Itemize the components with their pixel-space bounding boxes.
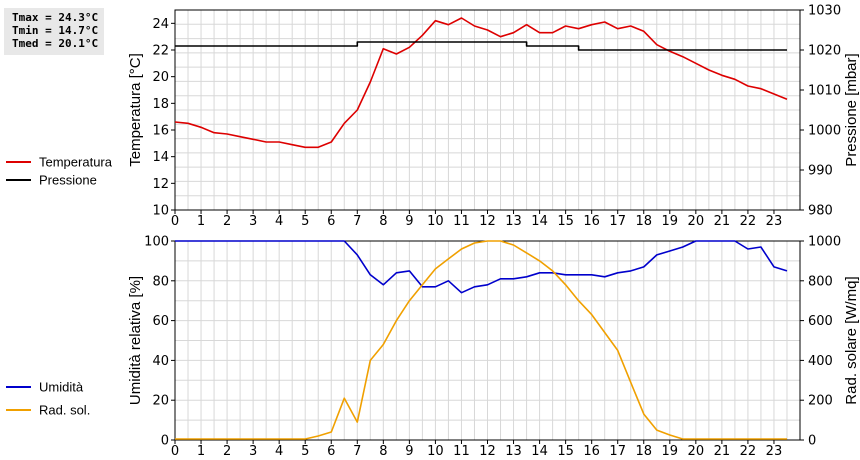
top-x-tick-label: 9: [405, 214, 413, 229]
bottom-x-tick-label: 23: [766, 444, 783, 459]
legend-label: Pressione: [39, 173, 97, 188]
top-x-tick-label: 17: [609, 214, 626, 229]
bottom-x-tick-label: 14: [531, 444, 548, 459]
bottom-x-tick-label: 19: [662, 444, 679, 459]
top-yl-tick-label: 20: [152, 70, 169, 85]
top-x-tick-label: 23: [766, 214, 783, 229]
bottom-x-tick-label: 3: [249, 444, 257, 459]
bottom-x-tick-label: 5: [301, 444, 309, 459]
top-x-tick-label: 18: [635, 214, 652, 229]
series-line-temperatura: [174, 17, 788, 149]
top-x-tick-label: 6: [327, 214, 335, 229]
top-x-tick-label: 1: [197, 214, 205, 229]
top-yl-tick-label: 10: [152, 204, 169, 219]
bottom-x-tick-label: 10: [427, 444, 444, 459]
bottom-yr-tick-label: 0: [808, 434, 816, 449]
top-yl-tick-label: 14: [152, 150, 169, 165]
top-x-tick-label: 4: [275, 214, 283, 229]
series-line-pressione: [175, 41, 787, 51]
bottom-x-tick-label: 16: [583, 444, 600, 459]
bottom-left-axis-label: Umidità relativa [%]: [127, 276, 144, 405]
bottom-x-tick-label: 8: [379, 444, 387, 459]
top-yl-tick-label: 12: [152, 177, 169, 192]
legend-label: Rad. sol.: [39, 403, 90, 418]
legend-label: Temperatura: [39, 155, 113, 170]
bottom-x-tick-label: 2: [223, 444, 231, 459]
top-yr-tick-label: 980: [808, 204, 833, 219]
top-x-tick-label: 13: [505, 214, 522, 229]
bottom-yr-tick-label: 800: [808, 274, 833, 289]
top-yl-tick-label: 24: [152, 17, 169, 32]
bottom-yr-tick-label: 400: [808, 354, 833, 369]
bottom-x-tick-label: 0: [171, 444, 179, 459]
bottom-x-tick-label: 18: [635, 444, 652, 459]
bottom-x-tick-label: 4: [275, 444, 283, 459]
bottom-yr-tick-label: 1000: [808, 235, 841, 250]
bottom-x-tick-label: 20: [688, 444, 705, 459]
top-x-tick-label: 16: [583, 214, 600, 229]
top-x-tick-label: 5: [301, 214, 309, 229]
bottom-yl-tick-label: 60: [152, 314, 169, 329]
top-x-tick-label: 19: [662, 214, 679, 229]
bottom-x-tick-label: 12: [479, 444, 496, 459]
bottom-yl-tick-label: 20: [152, 394, 169, 409]
tmax-text: Tmax = 24.3°C: [12, 11, 99, 24]
top-left-axis-label: Temperatura [°C]: [127, 53, 144, 167]
bottom-yl-tick-label: 100: [144, 235, 169, 250]
bottom-yr-tick-label: 200: [808, 394, 833, 409]
tmin-text: Tmin = 14.7°C: [12, 24, 99, 37]
top-x-tick-label: 15: [557, 214, 574, 229]
top-yl-tick-label: 16: [152, 124, 169, 139]
top-yr-tick-label: 1010: [808, 84, 841, 99]
bottom-x-tick-label: 13: [505, 444, 522, 459]
bottom-right-axis-label: Rad. solare [W/mq]: [843, 276, 860, 404]
bottom-x-tick-label: 9: [405, 444, 413, 459]
legend-label: Umidità: [39, 380, 84, 395]
top-x-tick-label: 21: [714, 214, 731, 229]
top-x-tick-label: 8: [379, 214, 387, 229]
bottom-x-tick-label: 15: [557, 444, 574, 459]
bottom-x-tick-label: 6: [327, 444, 335, 459]
bottom-yl-tick-label: 40: [152, 354, 169, 369]
stats-box: Tmax = 24.3°C Tmin = 14.7°C Tmed = 20.1°…: [4, 8, 104, 55]
bottom-x-tick-label: 11: [453, 444, 470, 459]
bottom-x-tick-label: 17: [609, 444, 626, 459]
bottom-yr-tick-label: 600: [808, 314, 833, 329]
bottom-x-tick-label: 22: [740, 444, 757, 459]
top-yr-tick-label: 1020: [808, 44, 841, 59]
series-line-rad-sol-: [175, 240, 787, 440]
top-x-tick-label: 22: [740, 214, 757, 229]
top-yr-tick-label: 1030: [808, 4, 841, 19]
top-x-tick-label: 10: [427, 214, 444, 229]
bottom-yl-tick-label: 80: [152, 274, 169, 289]
top-yr-tick-label: 990: [808, 164, 833, 179]
top-x-tick-label: 12: [479, 214, 496, 229]
top-right-axis-label: Pressione [mbar]: [843, 53, 860, 166]
bottom-x-tick-label: 1: [197, 444, 205, 459]
bottom-yl-tick-label: 0: [161, 434, 169, 449]
top-yl-tick-label: 18: [152, 97, 169, 112]
bottom-x-tick-label: 21: [714, 444, 731, 459]
bottom-x-tick-label: 7: [353, 444, 361, 459]
top-x-tick-label: 11: [453, 214, 470, 229]
top-x-tick-label: 20: [688, 214, 705, 229]
series-line-umidit-: [175, 240, 788, 294]
top-x-tick-label: 2: [223, 214, 231, 229]
top-yr-tick-label: 1000: [808, 124, 841, 139]
top-x-tick-label: 7: [353, 214, 361, 229]
tmed-text: Tmed = 20.1°C: [12, 37, 99, 50]
top-yl-tick-label: 22: [152, 44, 169, 59]
top-x-tick-label: 3: [249, 214, 257, 229]
top-x-tick-label: 14: [531, 214, 548, 229]
top-x-tick-label: 0: [171, 214, 179, 229]
